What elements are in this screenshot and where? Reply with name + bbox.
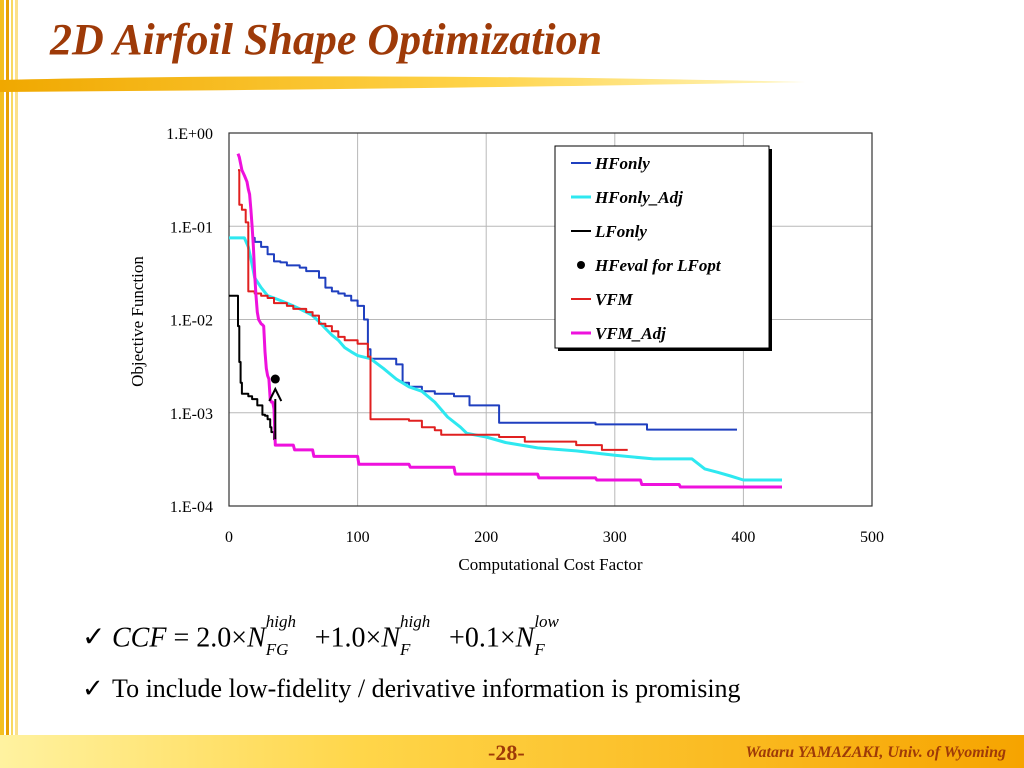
y-tick-label: 1.E-03 (170, 406, 213, 423)
formula-sub-2: F (400, 640, 411, 659)
formula-sup-2: high (400, 612, 431, 631)
conclusion-text: To include low-fidelity / derivative inf… (112, 674, 741, 703)
footer-author: Wataru YAMAZAKI, Univ. of Wyoming (745, 744, 1007, 761)
y-axis-label: Objective Function (128, 256, 147, 387)
formula-coef-3: +0.1× (449, 622, 516, 654)
x-tick-label: 100 (346, 529, 370, 546)
y-tick-label: 1.E-04 (170, 499, 213, 516)
legend-box (554, 145, 770, 349)
formula-coef-2: +1.0× (314, 622, 382, 654)
formula-eq: = (173, 622, 190, 654)
y-tick-label: 1.E-01 (170, 219, 213, 236)
legend-label: HFeval for LFopt (594, 256, 722, 275)
formula-bullet: ✓ CCF = 2.0×N high FG +1.0×N high F +0.1×N low… (82, 612, 576, 662)
objective-function-chart: 0 100 200 300 400 500 1.E+00 1.E-01 1.E-02 1.E-03… (128, 126, 884, 574)
footer-band (0, 735, 1024, 768)
y-tick-label: 1.E+00 (166, 126, 213, 143)
title-underline-swoosh (0, 76, 805, 92)
x-axis-label: Computational Cost Factor (458, 555, 642, 574)
legend-label: VFM (595, 290, 634, 309)
slide-title: 2D Airfoil Shape Optimization (50, 15, 603, 64)
legend-label: VFM_Adj (595, 324, 666, 343)
formula-sup-3: low (534, 612, 559, 631)
series-line-hfonly (252, 236, 737, 431)
formula-sub-3: F (534, 640, 545, 659)
formula-coef-1: 2.0× (196, 622, 248, 654)
x-tick-label: 400 (731, 529, 755, 546)
x-tick-label: 500 (860, 529, 884, 546)
check-icon: ✓ (82, 622, 106, 654)
formula-lhs: CCF (112, 622, 167, 654)
x-tick-label: 200 (474, 529, 498, 546)
left-decorative-bars (0, 0, 22, 735)
legend-label: HFonly_Adj (594, 188, 683, 207)
hfeval-arrow-head (268, 386, 283, 402)
legend-marker-hfeval (577, 261, 585, 269)
check-icon: ✓ (82, 674, 104, 703)
legend-label: HFonly (594, 154, 650, 173)
y-tick-label: 1.E-02 (170, 313, 213, 330)
series-line-lfonly (229, 294, 276, 441)
x-tick-label: 0 (225, 529, 233, 546)
legend-label: LFonly (594, 222, 647, 241)
conclusion-bullet: ✓ To include low-fidelity / derivative in… (82, 674, 741, 704)
plot-border (228, 132, 873, 507)
formula-n3: N (515, 622, 535, 654)
series-line-vfm-adj (236, 153, 782, 489)
x-tick-label: 300 (603, 529, 627, 546)
formula-sup-1: high (265, 612, 296, 631)
hfeval-point (270, 374, 280, 384)
formula-n2: N (381, 622, 401, 654)
formula-n1: N (247, 622, 266, 654)
formula-sub-1: FG (265, 640, 289, 659)
page-number: -28- (488, 740, 525, 765)
